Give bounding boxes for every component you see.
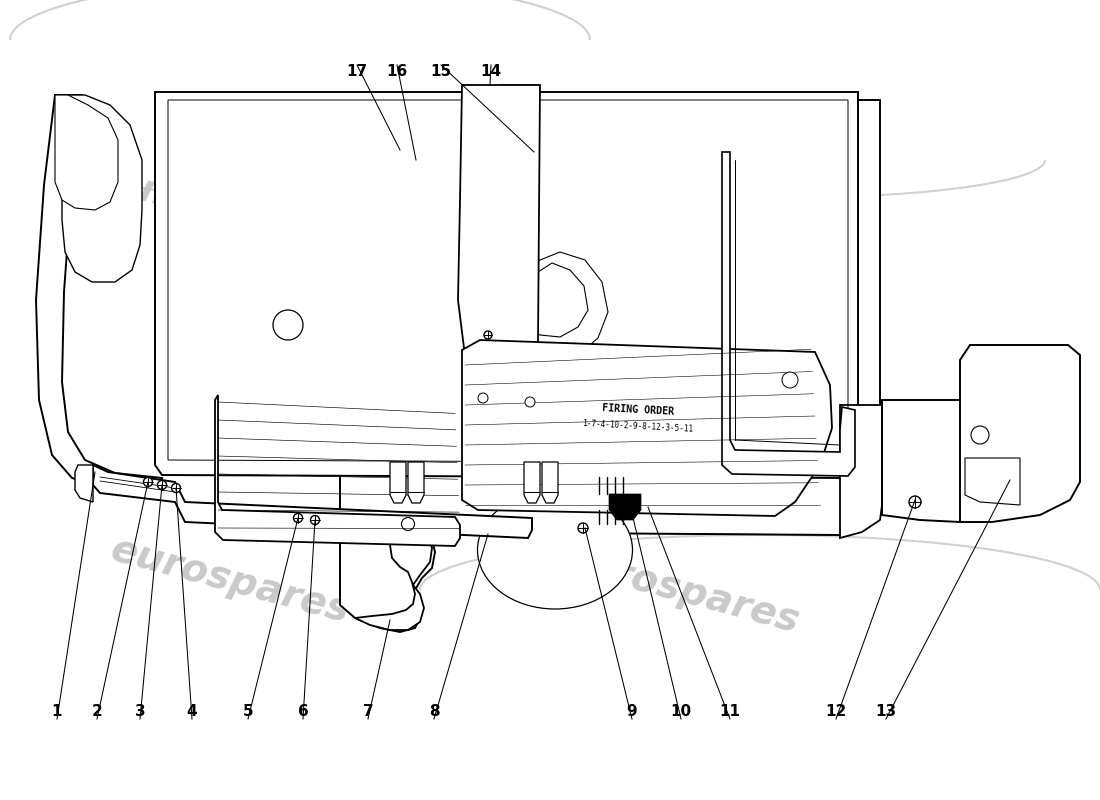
Polygon shape xyxy=(458,85,540,364)
Circle shape xyxy=(273,310,303,340)
Circle shape xyxy=(782,372,797,388)
Ellipse shape xyxy=(477,491,632,609)
Polygon shape xyxy=(36,95,162,490)
Circle shape xyxy=(143,478,153,486)
Polygon shape xyxy=(722,152,855,476)
Text: 6: 6 xyxy=(298,705,308,719)
Polygon shape xyxy=(408,462,424,503)
Text: 3: 3 xyxy=(134,705,145,719)
Circle shape xyxy=(484,331,492,339)
Polygon shape xyxy=(492,85,608,358)
Text: 14: 14 xyxy=(481,65,502,79)
Text: FIRING ORDER: FIRING ORDER xyxy=(602,403,674,417)
Polygon shape xyxy=(62,95,142,282)
Text: 17: 17 xyxy=(346,65,367,79)
Polygon shape xyxy=(390,462,406,503)
Text: 5: 5 xyxy=(243,705,253,719)
Polygon shape xyxy=(965,458,1020,505)
Circle shape xyxy=(402,518,415,530)
Polygon shape xyxy=(882,400,965,522)
Circle shape xyxy=(294,514,302,522)
Circle shape xyxy=(578,523,588,533)
Circle shape xyxy=(525,397,535,407)
Circle shape xyxy=(310,515,319,525)
Polygon shape xyxy=(155,92,858,478)
Polygon shape xyxy=(355,528,432,630)
Polygon shape xyxy=(340,100,880,632)
Text: 11: 11 xyxy=(719,705,740,719)
Polygon shape xyxy=(94,465,532,538)
Polygon shape xyxy=(609,494,641,520)
Text: eurospares: eurospares xyxy=(97,160,343,260)
Text: 1-7-4-10-2-9-8-12-3-5-11: 1-7-4-10-2-9-8-12-3-5-11 xyxy=(582,418,694,434)
Text: 9: 9 xyxy=(627,705,637,719)
Circle shape xyxy=(172,483,180,493)
Text: 15: 15 xyxy=(430,65,452,79)
Text: eurospares: eurospares xyxy=(547,175,793,275)
Polygon shape xyxy=(840,405,882,538)
Text: 4: 4 xyxy=(187,705,197,719)
Polygon shape xyxy=(75,465,94,502)
Text: 13: 13 xyxy=(876,705,896,719)
Polygon shape xyxy=(55,95,118,210)
Polygon shape xyxy=(462,340,832,516)
Text: 16: 16 xyxy=(386,65,408,79)
Circle shape xyxy=(909,496,921,508)
Polygon shape xyxy=(542,462,558,503)
Circle shape xyxy=(157,481,166,490)
Polygon shape xyxy=(524,462,540,503)
Circle shape xyxy=(971,426,989,444)
Text: 8: 8 xyxy=(429,705,439,719)
Text: 7: 7 xyxy=(363,705,373,719)
Text: eurospares: eurospares xyxy=(107,530,353,630)
Text: 1: 1 xyxy=(52,705,63,719)
Polygon shape xyxy=(214,395,460,546)
Polygon shape xyxy=(960,345,1080,522)
Circle shape xyxy=(478,393,488,403)
Text: eurospares: eurospares xyxy=(557,540,804,640)
Text: 10: 10 xyxy=(670,705,692,719)
Text: 2: 2 xyxy=(91,705,102,719)
Text: 12: 12 xyxy=(825,705,847,719)
